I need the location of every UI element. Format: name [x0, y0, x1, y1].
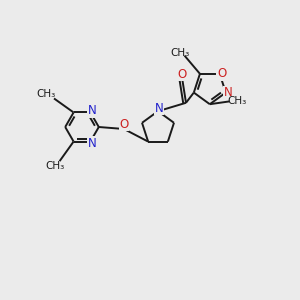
Text: CH₃: CH₃: [45, 161, 64, 171]
Text: N: N: [88, 104, 97, 117]
Text: CH₃: CH₃: [170, 48, 189, 58]
Text: O: O: [119, 118, 129, 130]
Text: N: N: [224, 86, 232, 99]
Text: N: N: [154, 102, 164, 115]
Text: O: O: [177, 68, 186, 81]
Text: O: O: [217, 67, 226, 80]
Text: N: N: [88, 137, 97, 150]
Text: CH₃: CH₃: [36, 89, 56, 100]
Text: CH₃: CH₃: [228, 96, 247, 106]
